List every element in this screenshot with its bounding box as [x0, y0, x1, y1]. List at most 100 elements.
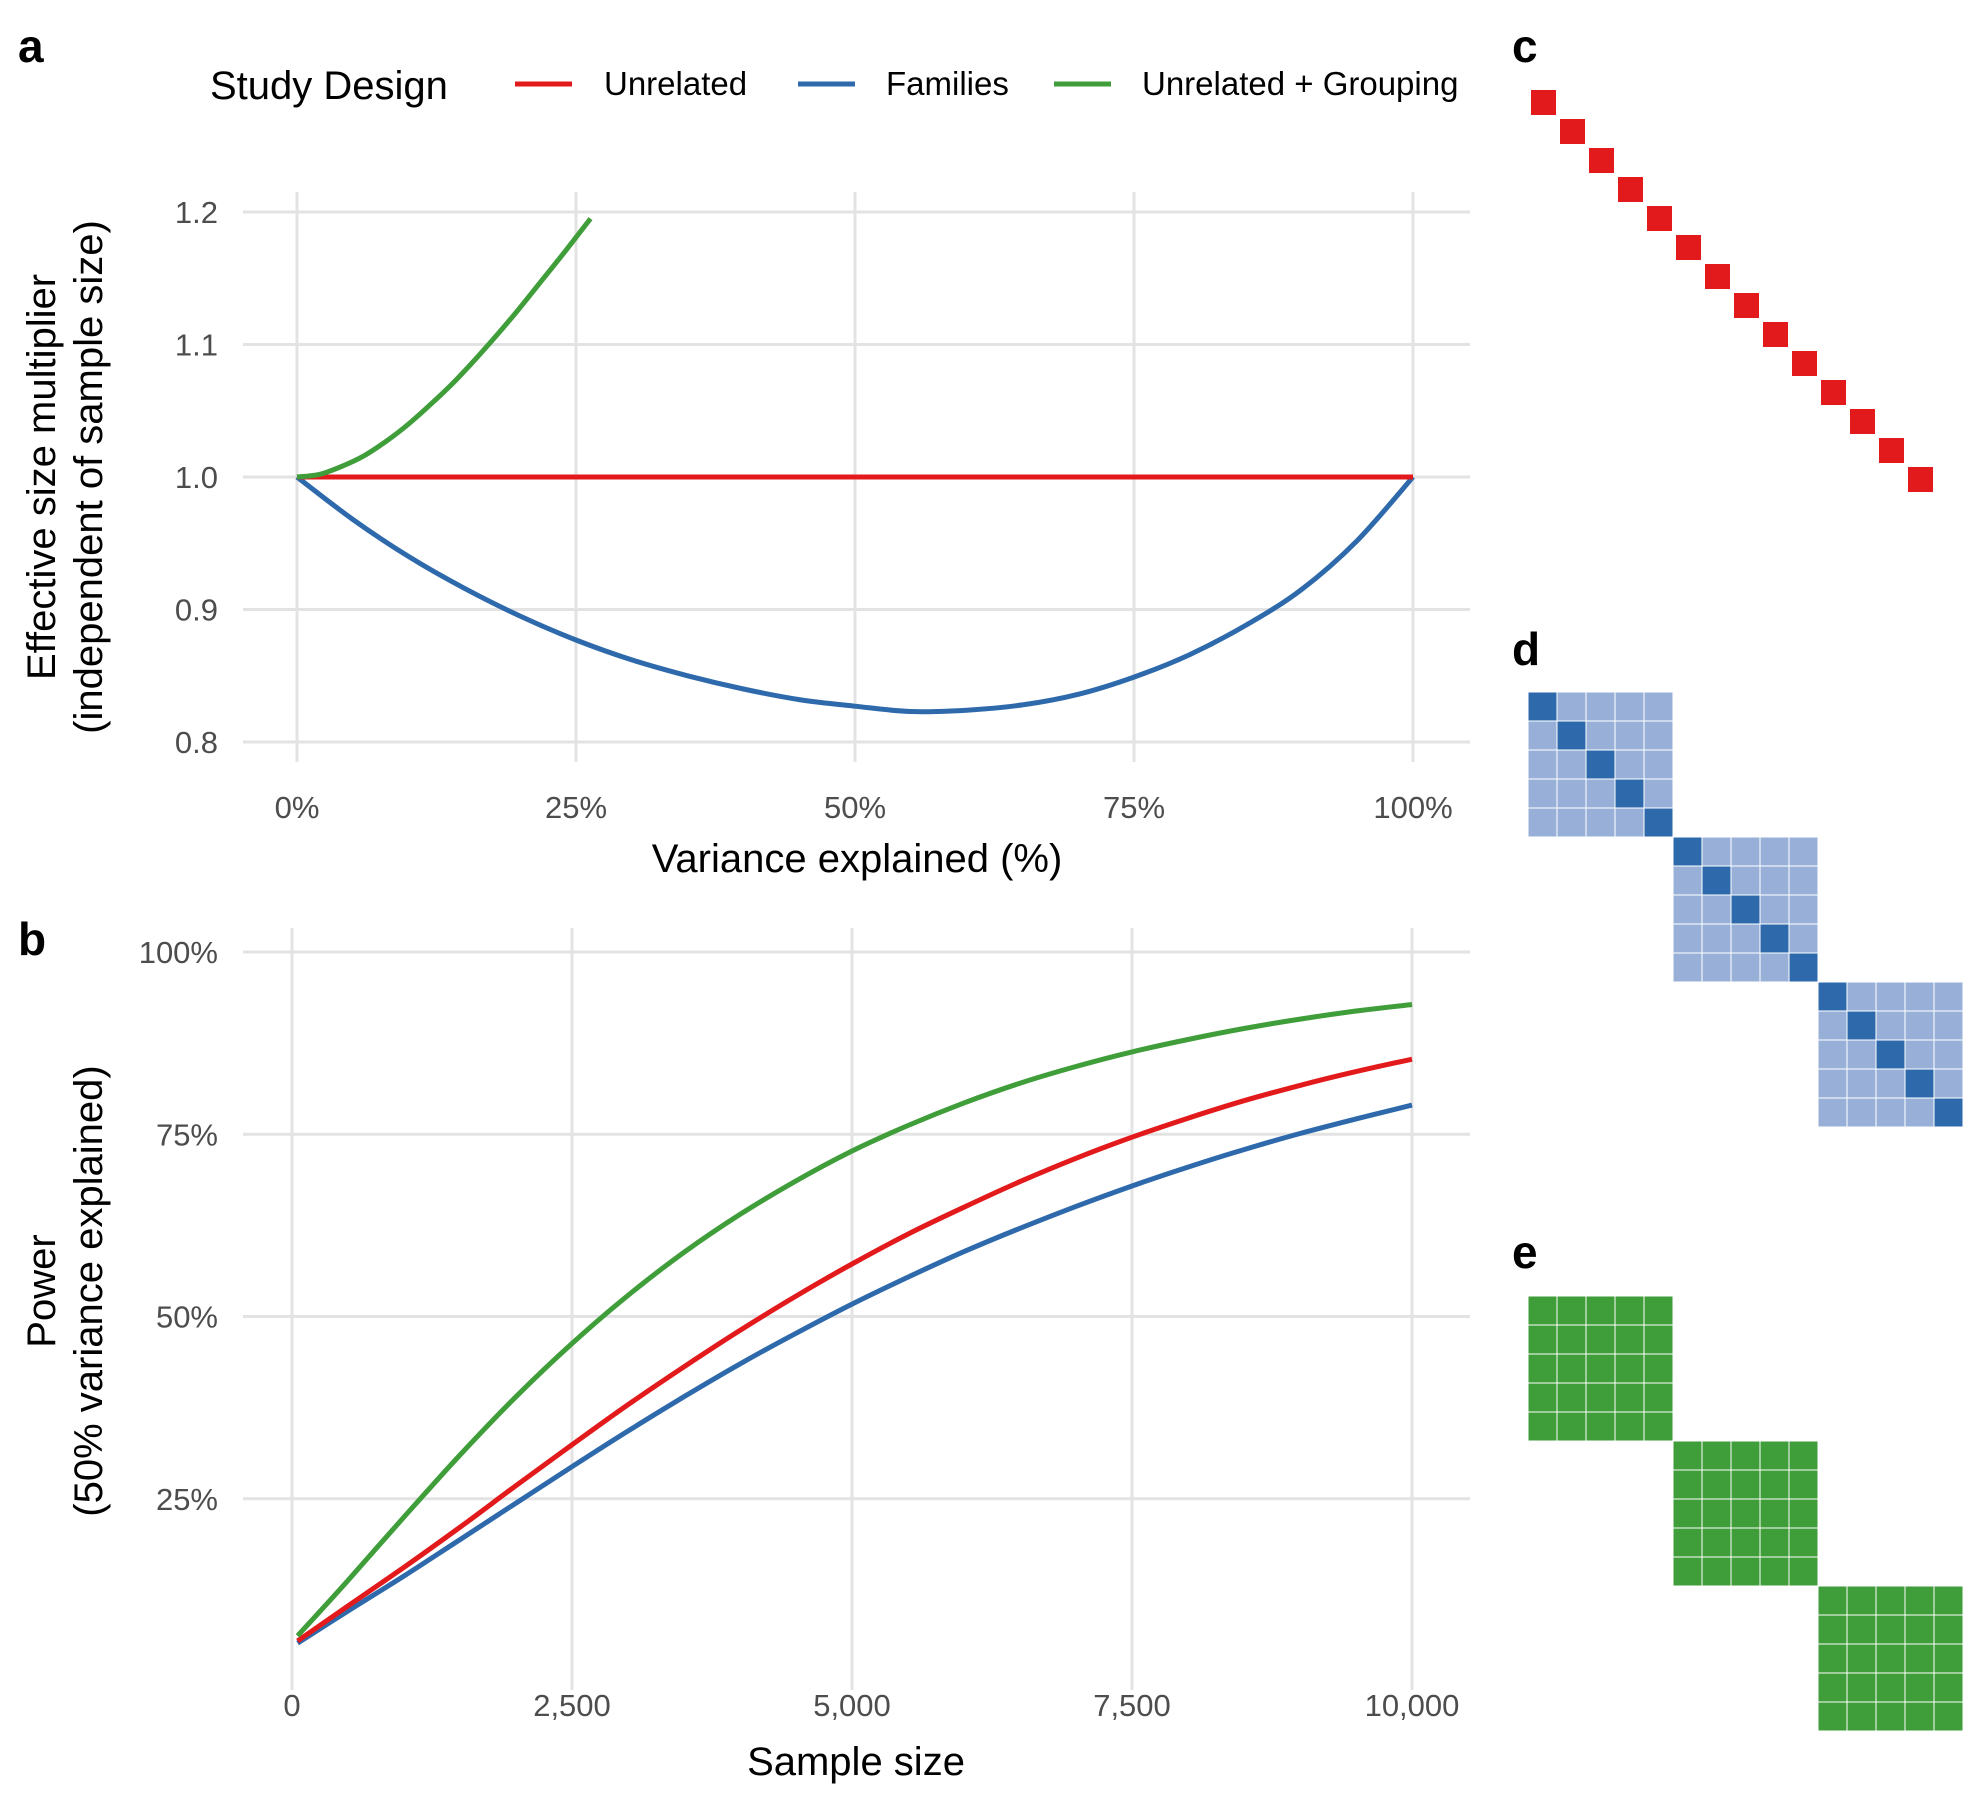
- matrix-d-block-cell: [1759, 865, 1790, 896]
- matrix-d-block-cell: [1875, 1068, 1906, 1099]
- matrix-e-block-cell: [1643, 1382, 1674, 1413]
- panel-a-y-tick-labels: 0.8 0.9 1.0 1.1 1.2: [175, 195, 218, 760]
- matrix-e-block-cell: [1701, 1469, 1732, 1500]
- matrix-d-block-cell: [1701, 894, 1732, 925]
- matrix-e-block-cell: [1904, 1672, 1935, 1703]
- matrix-d-block-cell: [1730, 865, 1761, 896]
- matrix-e-block-cell: [1817, 1701, 1848, 1732]
- panel-a-y-axis-title-line1: Effective size multiplier: [20, 274, 64, 680]
- matrix-d-block-cell: [1556, 749, 1587, 780]
- matrix-d-block-cell: [1614, 720, 1645, 751]
- matrix-d-block-cell: [1846, 1039, 1877, 1070]
- matrix-e-block-cell: [1556, 1295, 1587, 1326]
- panel-b-y-tick-label: 75%: [156, 1117, 218, 1152]
- matrix-e-block-cell: [1875, 1701, 1906, 1732]
- panel-a-x-tick-labels: 0% 25% 50% 75% 100%: [275, 790, 1453, 825]
- matrix-e-block-cell: [1875, 1672, 1906, 1703]
- matrix-e-block-cell: [1614, 1353, 1645, 1384]
- panel-a-y-axis-title-line2: (independent of sample size): [67, 220, 111, 734]
- matrix-e-block-cell: [1817, 1643, 1848, 1674]
- matrix-e-block-cell: [1585, 1411, 1616, 1442]
- matrix-e-block-cell: [1817, 1614, 1848, 1645]
- matrix-d-block-cell: [1730, 836, 1761, 867]
- matrix-e-block-cell: [1527, 1353, 1558, 1384]
- matrix-d-block-cell: [1846, 1097, 1877, 1128]
- panel-b-series-line-unrelated: [296, 1056, 1413, 1643]
- panel-a-x-axis-title: Variance explained (%): [652, 837, 1063, 881]
- matrix-d-block-cell: [1846, 1068, 1877, 1099]
- matrix-e-block-cell: [1672, 1440, 1703, 1471]
- matrix-d-block-cell: [1614, 691, 1645, 722]
- matrix-d-diagonal-cell: [1817, 981, 1848, 1012]
- matrix-c-cell: [1734, 293, 1759, 318]
- panel-c-matrix: [1531, 90, 1933, 492]
- panel-b-chart: 0 2,500 5,000 7,500 10,000 25% 50% 75% 100% Sam…: [20, 928, 1470, 1784]
- panel-b-y-tick-labels: 25% 50% 75% 100%: [139, 935, 218, 1517]
- matrix-e-block-cell: [1904, 1643, 1935, 1674]
- panel-b-x-tick-label: 0: [283, 1688, 300, 1723]
- matrix-e-block-cell: [1614, 1295, 1645, 1326]
- matrix-d-block-cell: [1730, 923, 1761, 954]
- matrix-e-block-cell: [1585, 1382, 1616, 1413]
- panel-b-x-tick-labels: 0 2,500 5,000 7,500 10,000: [283, 1688, 1459, 1723]
- matrix-e-block-cell: [1788, 1527, 1819, 1558]
- matrix-d-block-cell: [1904, 1010, 1935, 1041]
- panel-a-series-line-unrelated-grouping: [296, 217, 593, 480]
- matrix-e-block-cell: [1846, 1585, 1877, 1616]
- matrix-d-block-cell: [1672, 894, 1703, 925]
- matrix-d-block-cell: [1614, 749, 1645, 780]
- matrix-d-block-cell: [1527, 778, 1558, 809]
- matrix-e-block-cell: [1730, 1498, 1761, 1529]
- matrix-e-block-cell: [1585, 1353, 1616, 1384]
- matrix-d-diagonal-cell: [1875, 1039, 1906, 1070]
- matrix-d-block-cell: [1817, 1010, 1848, 1041]
- matrix-d-block-cell: [1585, 807, 1616, 838]
- panel-b-series: [295, 1002, 1413, 1646]
- matrix-e-block-cell: [1527, 1411, 1558, 1442]
- panel-a-chart: 0% 25% 50% 75% 100% 0.8 0.9 1.0 1.1 1.2 Variance…: [20, 192, 1470, 881]
- matrix-e-block-cell: [1817, 1672, 1848, 1703]
- matrix-e-block-cell: [1585, 1295, 1616, 1326]
- panel-a-series-line-families: [295, 475, 1415, 715]
- matrix-c-cell: [1792, 351, 1817, 376]
- matrix-d-block-cell: [1614, 807, 1645, 838]
- panel-b-y-tick-label: 100%: [139, 935, 218, 970]
- matrix-d-block-cell: [1933, 1039, 1964, 1070]
- matrix-d-block-cell: [1759, 836, 1790, 867]
- matrix-d-block-cell: [1817, 1068, 1848, 1099]
- matrix-c-cell: [1850, 409, 1875, 434]
- matrix-e-block-cell: [1759, 1527, 1790, 1558]
- matrix-d-block-cell: [1585, 691, 1616, 722]
- legend-label-grouping: Unrelated + Grouping: [1142, 65, 1458, 102]
- matrix-e-block-cell: [1643, 1324, 1674, 1355]
- matrix-e-block-cell: [1585, 1324, 1616, 1355]
- matrix-e-block-cell: [1817, 1585, 1848, 1616]
- matrix-e-block-cell: [1672, 1469, 1703, 1500]
- matrix-e-block-cell: [1672, 1527, 1703, 1558]
- matrix-e-block-cell: [1875, 1614, 1906, 1645]
- matrix-d-block-cell: [1759, 952, 1790, 983]
- panel-b-x-axis-title: Sample size: [747, 1740, 965, 1784]
- matrix-c-cell: [1531, 90, 1556, 115]
- matrix-d-diagonal-cell: [1904, 1068, 1935, 1099]
- matrix-d-block-cell: [1556, 691, 1587, 722]
- panel-letter-b: b: [18, 913, 46, 965]
- matrix-e-block-cell: [1701, 1527, 1732, 1558]
- matrix-d-block-cell: [1585, 720, 1616, 751]
- matrix-d-block-cell: [1672, 865, 1703, 896]
- matrix-e-block-cell: [1933, 1585, 1964, 1616]
- matrix-e-block-cell: [1556, 1353, 1587, 1384]
- panel-d-matrix: [1527, 691, 1964, 1128]
- matrix-c-cell: [1705, 264, 1730, 289]
- matrix-d-diagonal-cell: [1643, 807, 1674, 838]
- panel-b-series-line-unrelated-grouping: [295, 1002, 1413, 1638]
- matrix-e-block-cell: [1730, 1556, 1761, 1587]
- matrix-e-block-cell: [1846, 1614, 1877, 1645]
- matrix-d-block-cell: [1788, 836, 1819, 867]
- panel-letter-c: c: [1512, 20, 1538, 72]
- matrix-e-block-cell: [1556, 1324, 1587, 1355]
- legend: Study Design Unrelated Families Unrelate…: [210, 64, 1458, 108]
- matrix-e-block-cell: [1788, 1469, 1819, 1500]
- matrix-d-diagonal-cell: [1759, 923, 1790, 954]
- matrix-e-block-cell: [1527, 1324, 1558, 1355]
